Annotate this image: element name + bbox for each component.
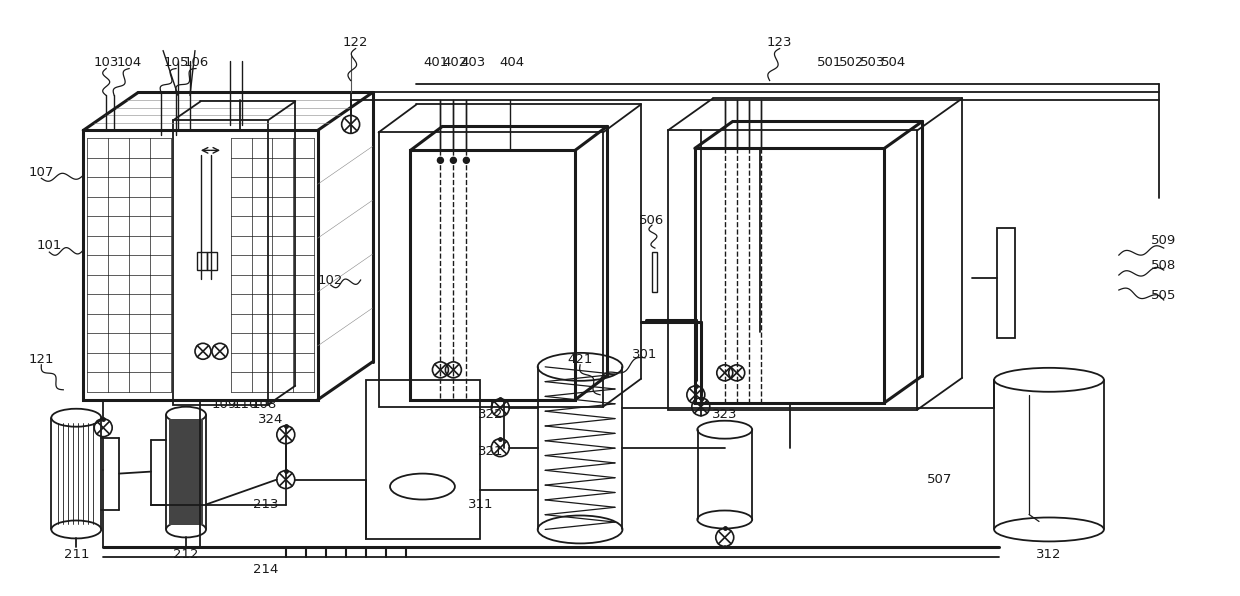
Text: 104: 104 <box>117 56 141 69</box>
Bar <box>652 252 657 292</box>
Bar <box>668 131 918 409</box>
Bar <box>197 252 207 269</box>
Text: 106: 106 <box>184 56 208 69</box>
Text: 504: 504 <box>880 56 906 69</box>
Text: 321: 321 <box>477 445 503 458</box>
Text: 301: 301 <box>632 349 657 361</box>
Bar <box>694 148 884 403</box>
Text: 109: 109 <box>211 398 237 411</box>
Text: 501: 501 <box>817 56 842 69</box>
Text: 323: 323 <box>712 408 738 421</box>
Text: 505: 505 <box>1151 288 1177 302</box>
Text: 211: 211 <box>63 548 89 561</box>
Text: 121: 121 <box>29 353 55 367</box>
Text: 509: 509 <box>1151 234 1177 247</box>
Text: 212: 212 <box>174 548 198 561</box>
Bar <box>997 228 1016 338</box>
Text: 105: 105 <box>164 56 188 69</box>
Bar <box>366 380 480 539</box>
Text: 503: 503 <box>859 56 885 69</box>
Circle shape <box>438 157 444 163</box>
Text: 123: 123 <box>766 36 792 49</box>
Text: 508: 508 <box>1151 259 1177 272</box>
Text: 213: 213 <box>253 498 279 511</box>
Text: 502: 502 <box>838 56 864 69</box>
Text: 107: 107 <box>29 166 55 179</box>
Text: 322: 322 <box>477 408 503 421</box>
Text: 108: 108 <box>252 398 277 411</box>
Bar <box>207 252 217 269</box>
Bar <box>174 120 268 405</box>
Text: 421: 421 <box>568 353 593 367</box>
Bar <box>169 419 203 526</box>
Text: 101: 101 <box>37 238 62 252</box>
Bar <box>83 131 317 400</box>
Text: 404: 404 <box>500 56 525 69</box>
Text: 506: 506 <box>640 214 665 226</box>
Bar <box>378 132 603 406</box>
Text: 324: 324 <box>258 413 284 426</box>
Text: 402: 402 <box>443 56 467 69</box>
Circle shape <box>464 157 470 163</box>
Text: 102: 102 <box>317 274 343 287</box>
Text: 214: 214 <box>253 563 279 576</box>
Bar <box>410 150 575 400</box>
Text: 312: 312 <box>1037 548 1061 561</box>
Circle shape <box>450 157 456 163</box>
Text: 110: 110 <box>232 398 258 411</box>
Text: 403: 403 <box>461 56 486 69</box>
Text: 103: 103 <box>93 56 119 69</box>
Text: 311: 311 <box>467 498 494 511</box>
Text: 507: 507 <box>926 473 952 486</box>
Text: 401: 401 <box>424 56 449 69</box>
Text: 122: 122 <box>343 36 368 49</box>
